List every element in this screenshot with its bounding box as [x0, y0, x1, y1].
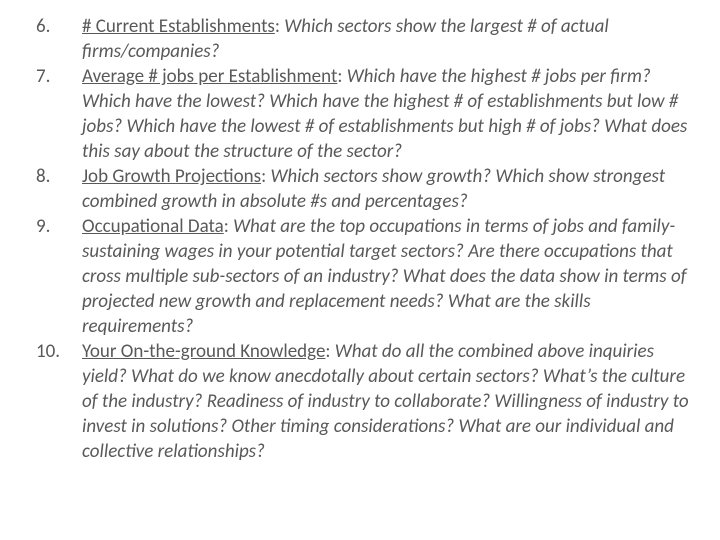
item-body: # Current Establishments: Which sectors … [82, 14, 692, 64]
list-item: 9. Occupational Data: What are the top o… [36, 214, 692, 339]
item-heading: Average # jobs per Establishment [82, 65, 337, 88]
item-body: Average # jobs per Establishment: Which … [82, 64, 692, 164]
numbered-list: 6. # Current Establishments: Which secto… [36, 14, 692, 464]
item-number: 10. [36, 339, 82, 364]
item-body: Your On-the-ground Knowledge: What do al… [82, 339, 692, 464]
colon: : [275, 15, 284, 38]
colon: : [337, 65, 346, 88]
item-heading: Your On-the-ground Knowledge [82, 340, 325, 363]
item-body: Occupational Data: What are the top occu… [82, 214, 692, 339]
item-number: 8. [36, 164, 82, 189]
list-item: 8. Job Growth Projections: Which sectors… [36, 164, 692, 214]
item-number: 6. [36, 14, 82, 39]
list-item: 10. Your On-the-ground Knowledge: What d… [36, 339, 692, 464]
list-item: 6. # Current Establishments: Which secto… [36, 14, 692, 64]
item-heading: # Current Establishments [82, 15, 275, 38]
list-item: 7. Average # jobs per Establishment: Whi… [36, 64, 692, 164]
item-number: 7. [36, 64, 82, 89]
item-number: 9. [36, 214, 82, 239]
item-body: Job Growth Projections: Which sectors sh… [82, 164, 692, 214]
item-heading: Occupational Data [82, 215, 224, 238]
colon: : [325, 340, 334, 363]
colon: : [224, 215, 233, 238]
document-page: 6. # Current Establishments: Which secto… [0, 0, 720, 478]
item-heading: Job Growth Projections [82, 165, 261, 188]
